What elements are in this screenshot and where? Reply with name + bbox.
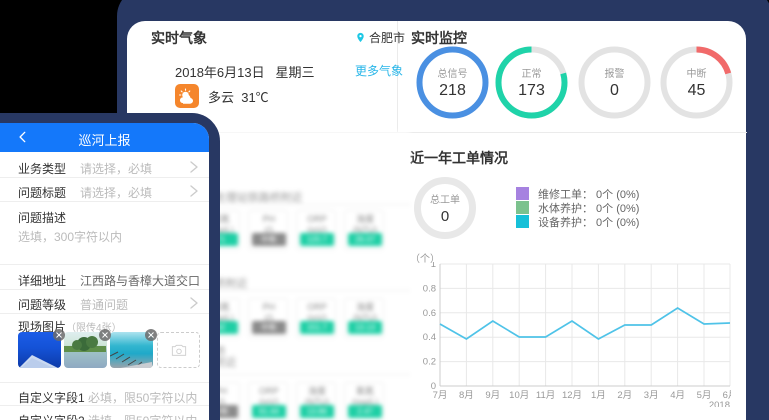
svg-text:1月: 1月 <box>591 390 606 401</box>
svg-text:0.6: 0.6 <box>423 308 436 319</box>
svg-text:0.8: 0.8 <box>423 283 436 294</box>
svg-text:12月: 12月 <box>562 390 582 401</box>
svg-text:0.2: 0.2 <box>423 357 436 368</box>
svg-text:3月: 3月 <box>644 390 659 401</box>
svg-text:8月: 8月 <box>459 390 474 401</box>
svg-text:2018: 2018 <box>709 400 730 407</box>
svg-text:4月: 4月 <box>670 390 685 401</box>
svg-text:11月: 11月 <box>536 390 555 401</box>
svg-text:2月: 2月 <box>617 390 632 401</box>
svg-text:10月: 10月 <box>509 390 529 401</box>
svg-text:0.4: 0.4 <box>423 332 436 343</box>
svg-text:9月: 9月 <box>485 390 500 401</box>
svg-text:1: 1 <box>431 262 436 270</box>
svg-text:7月: 7月 <box>433 390 448 401</box>
